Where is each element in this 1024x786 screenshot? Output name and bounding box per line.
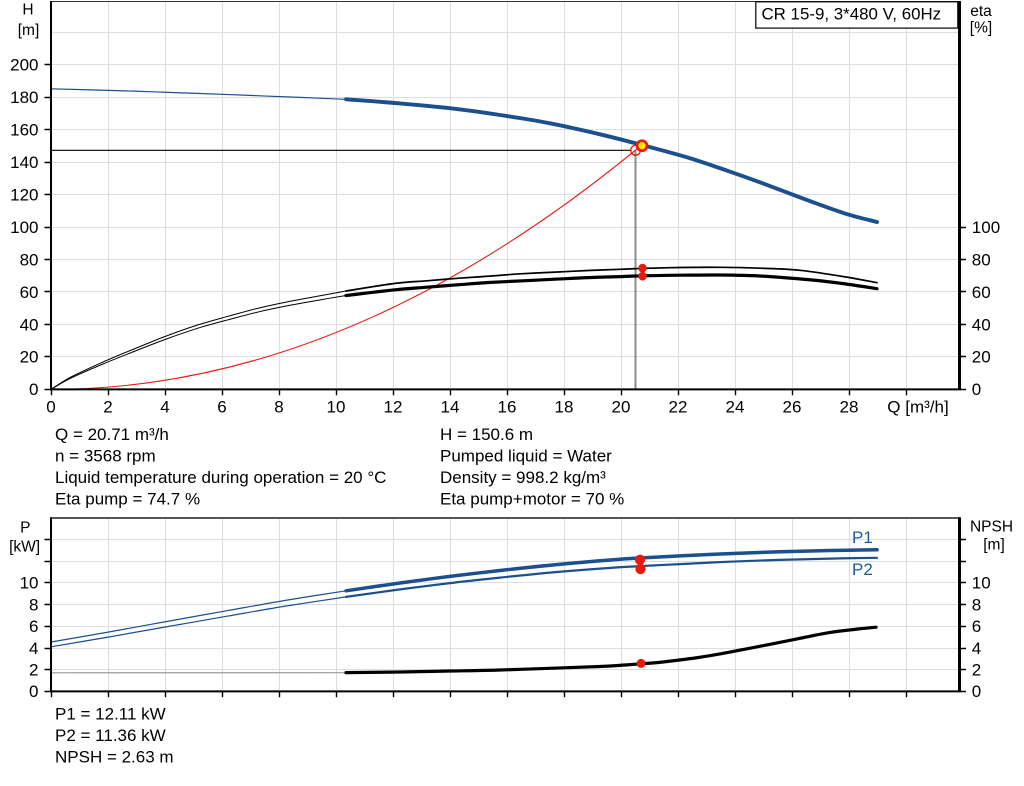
svg-text:NPSH: NPSH	[970, 519, 1013, 536]
svg-text:NPSH = 2.63 m: NPSH = 2.63 m	[55, 748, 174, 767]
svg-text:40: 40	[20, 315, 39, 334]
svg-text:26: 26	[783, 397, 802, 416]
svg-text:18: 18	[555, 397, 574, 416]
svg-text:[kW]: [kW]	[9, 538, 40, 555]
svg-text:14: 14	[441, 397, 460, 416]
svg-text:P2: P2	[852, 560, 873, 579]
svg-text:120: 120	[10, 185, 38, 204]
svg-text:12: 12	[384, 397, 403, 416]
svg-text:10: 10	[972, 574, 991, 593]
svg-text:Density = 998.2 kg/m³: Density = 998.2 kg/m³	[440, 468, 606, 487]
svg-text:0: 0	[29, 682, 38, 701]
svg-text:60: 60	[20, 283, 39, 302]
svg-text:0: 0	[972, 380, 981, 399]
svg-text:160: 160	[10, 120, 38, 139]
svg-text:6: 6	[29, 617, 38, 636]
svg-text:80: 80	[972, 250, 991, 269]
svg-text:20: 20	[612, 397, 631, 416]
svg-text:[m]: [m]	[18, 22, 40, 39]
svg-text:20: 20	[20, 348, 39, 367]
svg-text:180: 180	[10, 88, 38, 107]
svg-text:CR 15-9, 3*480 V, 60Hz: CR 15-9, 3*480 V, 60Hz	[761, 4, 941, 23]
svg-text:P1 = 12.11 kW: P1 = 12.11 kW	[55, 705, 166, 724]
svg-text:40: 40	[972, 315, 991, 334]
svg-text:200: 200	[10, 56, 38, 75]
svg-text:n = 3568 rpm: n = 3568 rpm	[55, 447, 156, 466]
svg-text:0: 0	[972, 682, 981, 701]
svg-text:16: 16	[498, 397, 517, 416]
svg-text:Q = 20.71 m³/h: Q = 20.71 m³/h	[55, 425, 169, 444]
svg-text:H = 150.6 m: H = 150.6 m	[440, 425, 533, 444]
svg-text:2: 2	[29, 661, 38, 680]
svg-text:8: 8	[29, 595, 38, 614]
svg-text:H: H	[22, 1, 33, 18]
svg-text:8: 8	[972, 595, 981, 614]
svg-text:P1: P1	[852, 528, 873, 547]
svg-text:eta: eta	[970, 3, 992, 20]
svg-text:10: 10	[20, 574, 39, 593]
svg-text:Pumped liquid = Water: Pumped liquid = Water	[440, 447, 612, 466]
svg-text:24: 24	[726, 397, 745, 416]
svg-text:P2 = 11.36 kW: P2 = 11.36 kW	[55, 726, 166, 745]
svg-text:[%]: [%]	[970, 20, 992, 37]
svg-text:2: 2	[972, 661, 981, 680]
svg-text:22: 22	[669, 397, 688, 416]
svg-text:2: 2	[103, 397, 112, 416]
svg-text:20: 20	[972, 348, 991, 367]
svg-text:140: 140	[10, 153, 38, 172]
svg-text:Q [m³/h]: Q [m³/h]	[887, 397, 948, 416]
svg-text:10: 10	[327, 397, 346, 416]
svg-text:0: 0	[46, 397, 55, 416]
svg-text:4: 4	[29, 639, 38, 658]
svg-text:8: 8	[274, 397, 283, 416]
svg-text:100: 100	[10, 218, 38, 237]
svg-text:60: 60	[972, 283, 991, 302]
svg-text:100: 100	[972, 218, 1000, 237]
svg-text:80: 80	[20, 250, 39, 269]
svg-text:[m]: [m]	[983, 537, 1005, 554]
svg-text:4: 4	[972, 639, 981, 658]
svg-text:Liquid temperature during oper: Liquid temperature during operation = 20…	[55, 468, 386, 487]
svg-text:Eta pump = 74.7 %: Eta pump = 74.7 %	[55, 490, 200, 509]
svg-text:6: 6	[972, 617, 981, 636]
svg-text:0: 0	[29, 380, 38, 399]
svg-text:P: P	[20, 520, 30, 537]
svg-text:6: 6	[217, 397, 226, 416]
svg-text:Eta pump+motor = 70 %: Eta pump+motor = 70 %	[440, 490, 624, 509]
svg-text:28: 28	[840, 397, 859, 416]
svg-text:4: 4	[160, 397, 169, 416]
